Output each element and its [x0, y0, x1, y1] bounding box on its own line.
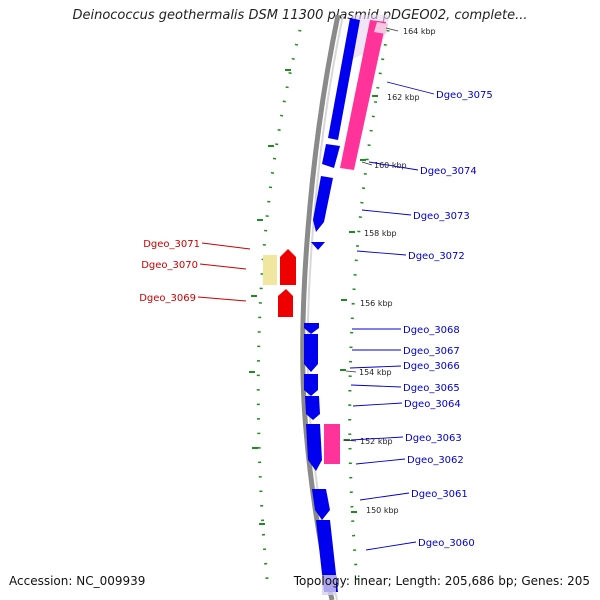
gene-dgeo-3063[interactable] — [324, 424, 340, 464]
gene-label[interactable]: Dgeo_3061 — [411, 489, 468, 500]
gene-label[interactable]: Dgeo_3071 — [143, 239, 200, 250]
gc-track-outer — [249, 29, 302, 591]
gene-label[interactable]: Dgeo_3069 — [139, 293, 196, 304]
gene-label[interactable]: Dgeo_3068 — [403, 325, 460, 336]
gene-label[interactable]: Dgeo_3064 — [404, 399, 461, 410]
gene-dgeo-3074[interactable] — [340, 20, 386, 170]
gene-label[interactable]: Dgeo_3065 — [403, 383, 460, 394]
reverse-genes — [263, 249, 296, 317]
gene-dgeo-3075-arrow[interactable] — [322, 144, 340, 168]
gene-label[interactable]: Dgeo_3075 — [436, 90, 493, 101]
gene-dgeo-3060-overlay — [322, 575, 336, 595]
scale-label: 162 kbp — [387, 93, 420, 102]
gene-dgeo-3060[interactable] — [316, 520, 338, 592]
gene-label[interactable]: Dgeo_3067 — [403, 346, 460, 357]
gene-dgeo-3064[interactable] — [305, 396, 320, 420]
accession-label: Accession: NC_009939 — [9, 574, 146, 588]
gene-label[interactable]: Dgeo_3070 — [141, 260, 198, 271]
feature-dgeo-3074-top-cap — [374, 22, 388, 34]
gene-dgeo-3065[interactable] — [304, 374, 318, 396]
gene-dgeo-3069[interactable] — [278, 289, 293, 317]
gene-label[interactable]: Dgeo_3060 — [418, 538, 475, 549]
gc-track-outer-line — [256, 29, 302, 591]
gene-label[interactable]: Dgeo_3074 — [420, 166, 477, 177]
gene-labels-right — [349, 81, 435, 551]
gene-label[interactable]: Dgeo_3063 — [405, 433, 462, 444]
map-title: Deinococcus geothermalis DSM 11300 plasm… — [72, 8, 528, 23]
scale-label: 164 kbp — [403, 27, 436, 36]
scale-label: 154 kbp — [359, 368, 392, 377]
gene-dgeo-3062[interactable] — [306, 424, 322, 471]
topology-summary: Topology: linear; Length: 205,686 bp; Ge… — [293, 574, 590, 588]
gene-dgeo-3072[interactable] — [311, 242, 325, 250]
gene-label-text-left: Dgeo_3071 Dgeo_3070 Dgeo_3069 — [139, 239, 200, 304]
scale-label: 156 kbp — [360, 299, 393, 308]
gene-label[interactable]: Dgeo_3072 — [408, 251, 465, 262]
gene-dgeo-3071[interactable] — [263, 255, 277, 285]
gene-dgeo-3067[interactable] — [304, 334, 318, 372]
gene-dgeo-3061[interactable] — [312, 489, 330, 520]
scale-label: 158 kbp — [364, 229, 397, 238]
forward-genes — [304, 18, 360, 592]
gene-label[interactable]: Dgeo_3066 — [403, 361, 460, 372]
gene-label[interactable]: Dgeo_3073 — [413, 211, 470, 222]
gc-track-inner — [340, 29, 390, 591]
gene-dgeo-3073[interactable] — [313, 176, 333, 232]
scale-label: 152 kbp — [360, 437, 393, 446]
pink-features — [322, 20, 388, 595]
gene-dgeo-3075[interactable] — [328, 18, 360, 140]
gene-label[interactable]: Dgeo_3062 — [407, 455, 464, 466]
gene-dgeo-3070[interactable] — [280, 249, 296, 285]
gene-label-text-right: Dgeo_3075 Dgeo_3074 Dgeo_3073 Dgeo_3072 … — [403, 90, 493, 549]
gene-labels-left — [197, 242, 251, 302]
scale-label: 150 kbp — [366, 506, 399, 515]
gene-dgeo-3068[interactable] — [304, 323, 319, 334]
